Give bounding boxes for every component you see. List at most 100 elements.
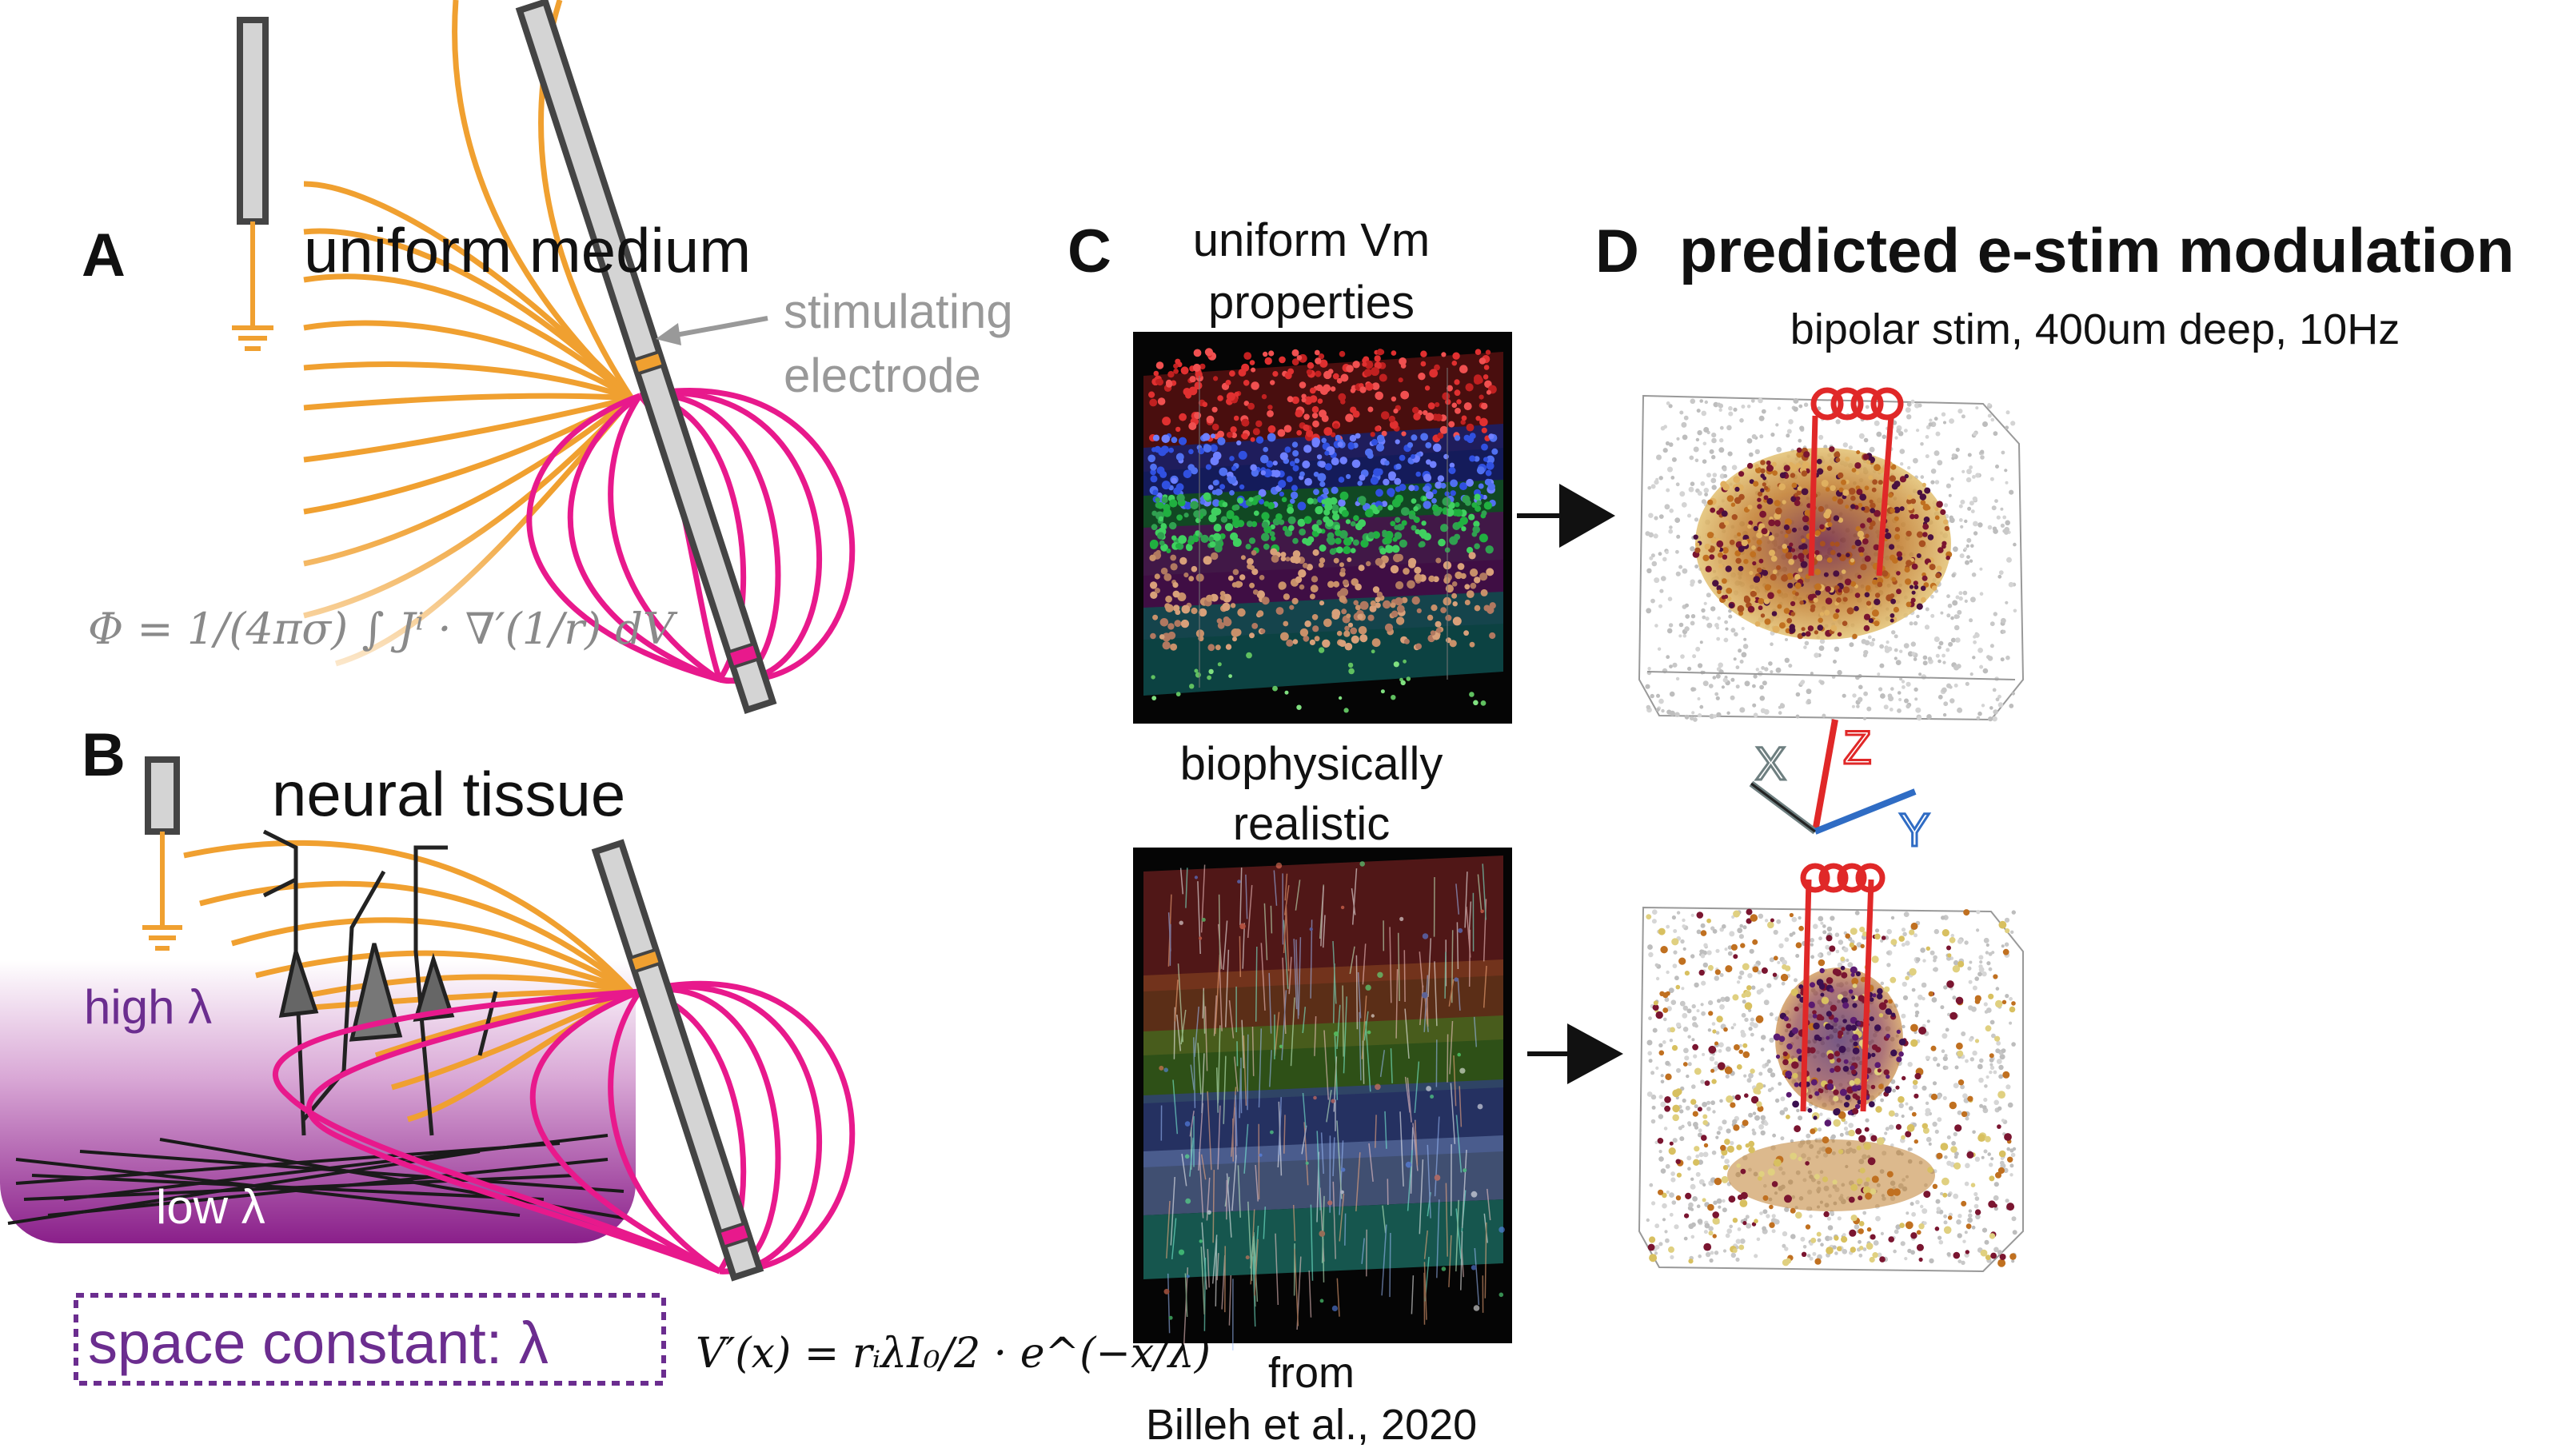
electrode-label-2: electrode xyxy=(784,349,981,402)
cell-dot xyxy=(1754,449,1760,455)
cell-dot xyxy=(1359,861,1365,867)
panel-b-title: neural tissue xyxy=(272,759,625,829)
cell-dot xyxy=(1790,1207,1796,1214)
cell-dot xyxy=(1260,628,1266,634)
cell-dot xyxy=(1966,469,1972,475)
cell-dot xyxy=(1332,513,1340,521)
cell-dot xyxy=(1477,1103,1483,1110)
cell-dot xyxy=(1783,1015,1789,1022)
cell-dot xyxy=(1822,930,1827,935)
cell-dot xyxy=(1669,691,1675,697)
cell-dot xyxy=(1772,470,1778,476)
cell-dot xyxy=(1809,1047,1816,1054)
cell-dot xyxy=(1383,478,1390,486)
cell-dot xyxy=(1651,560,1658,567)
cell-dot xyxy=(1931,997,1937,1003)
cell-dot xyxy=(1895,1085,1900,1090)
cell-dot xyxy=(1375,596,1381,603)
cell-dot xyxy=(1316,454,1323,460)
cell-dot xyxy=(1752,1111,1757,1115)
cell-dot xyxy=(1780,1096,1786,1102)
cell-dot xyxy=(1663,425,1668,429)
cell-dot xyxy=(1943,1214,1948,1219)
cell-dot xyxy=(1814,652,1819,658)
panel-a: A uniform medium stimulating electrode Φ… xyxy=(82,0,1013,714)
cell-dot xyxy=(1754,1219,1758,1223)
cell-dot xyxy=(1739,923,1743,928)
cell-dot xyxy=(1948,493,1952,497)
cell-dot xyxy=(1859,552,1864,556)
cell-dot xyxy=(1230,603,1236,608)
cell-dot xyxy=(1783,608,1790,614)
cell-dot xyxy=(1941,1177,1949,1186)
cell-dot xyxy=(1993,1247,1999,1253)
neurite xyxy=(1217,1105,1221,1170)
cell-dot xyxy=(1331,504,1339,512)
cell-dot xyxy=(1968,1005,1973,1011)
cell-dot xyxy=(1776,446,1782,453)
neurite xyxy=(1404,1008,1410,1059)
cell-dot xyxy=(1307,362,1315,369)
cell-dot xyxy=(1953,1083,1959,1089)
cell-dot xyxy=(1899,677,1903,681)
cell-dot xyxy=(1299,529,1306,536)
c-top-title-2: properties xyxy=(1208,277,1415,329)
cell-dot xyxy=(1439,425,1448,434)
cell-dot xyxy=(1875,1215,1881,1222)
cell-dot xyxy=(1234,391,1239,397)
cell-dot xyxy=(1916,1243,1924,1251)
cell-dot xyxy=(1983,1002,1988,1007)
neurite xyxy=(1201,1222,1207,1290)
cell-dot xyxy=(1753,674,1758,679)
cell-dot xyxy=(1678,1126,1682,1131)
cell-dot xyxy=(1343,708,1349,713)
cell-dot xyxy=(1991,1033,1996,1039)
cell-dot xyxy=(1918,1027,1927,1035)
cell-dot xyxy=(1173,369,1179,374)
cell-dot xyxy=(1447,385,1453,392)
cell-dot xyxy=(1943,421,1946,425)
cell-dot xyxy=(1957,939,1963,944)
cell-dot xyxy=(1969,465,1973,469)
cell-dot xyxy=(1280,632,1289,641)
cell-dot xyxy=(1862,1186,1871,1195)
cell-dot xyxy=(1210,457,1219,465)
cell-dot xyxy=(1712,714,1717,719)
cell-dot xyxy=(1830,541,1835,547)
cell-dot xyxy=(1806,1133,1811,1139)
cell-dot xyxy=(2009,1253,2017,1260)
cell-dot xyxy=(1976,910,1981,915)
neurite xyxy=(1237,1165,1241,1218)
cell-dot xyxy=(1468,552,1476,560)
cell-dot xyxy=(1874,1062,1881,1068)
cell-dot xyxy=(1270,380,1275,385)
cell-dot xyxy=(1702,1114,1708,1119)
cell-dot xyxy=(1935,653,1940,658)
cell-dot xyxy=(1716,1198,1722,1204)
neurite xyxy=(1166,1200,1171,1259)
neurite xyxy=(1362,1040,1365,1084)
cell-dot xyxy=(1697,1219,1703,1224)
cell-dot xyxy=(1719,438,1724,443)
cell-dot xyxy=(1749,948,1754,954)
cell-dot xyxy=(1889,475,1896,482)
neurite xyxy=(1320,1132,1324,1175)
cell-dot xyxy=(1226,432,1233,438)
cell-dot xyxy=(1727,951,1733,956)
neurite xyxy=(1181,1153,1187,1187)
cell-dot xyxy=(1795,1211,1802,1219)
cell-dot xyxy=(1486,455,1495,465)
cell-dot xyxy=(1315,370,1322,377)
neurite xyxy=(1247,1034,1249,1111)
cell-dot xyxy=(1747,605,1755,613)
cell-dot xyxy=(1766,1214,1770,1219)
cell-dot xyxy=(1408,485,1415,492)
neurite xyxy=(1283,919,1289,989)
cell-dot xyxy=(1195,370,1203,379)
cell-dot xyxy=(1896,1029,1901,1034)
cell-dot xyxy=(1375,602,1381,608)
neurite xyxy=(1461,1248,1464,1278)
neurite xyxy=(1292,1204,1296,1242)
cell-dot xyxy=(1191,467,1199,475)
cell-dot xyxy=(1874,598,1881,605)
